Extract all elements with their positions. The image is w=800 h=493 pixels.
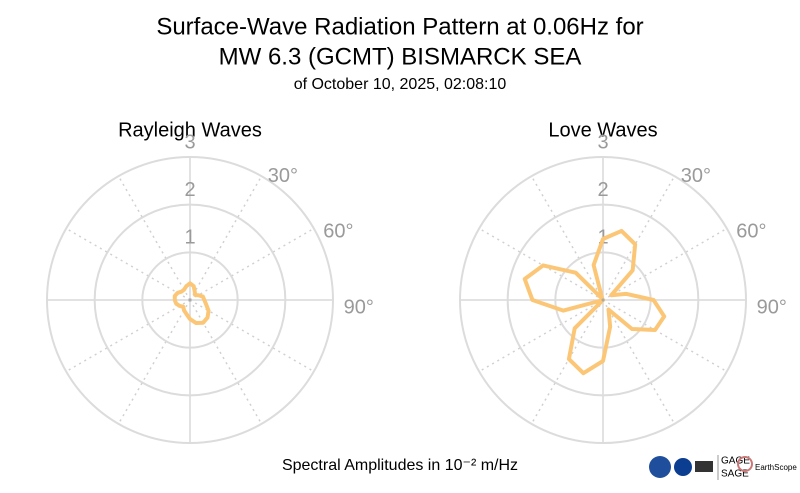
r-tick-label: 2	[184, 179, 195, 201]
theta-grid-line	[189, 175, 263, 301]
theta-grid-line	[602, 227, 728, 301]
logo-usgs	[695, 461, 713, 472]
theta-grid-line	[478, 227, 604, 301]
pattern-line	[522, 228, 667, 376]
origin-dot	[188, 298, 192, 302]
theta-grid-line	[530, 175, 604, 301]
logo-earthscope	[737, 456, 753, 472]
logo-text: GAGE	[721, 456, 750, 467]
theta-grid-line	[189, 299, 263, 425]
footer: Spectral Amplitudes in 10⁻² m/Hz	[282, 457, 518, 474]
logos: GAGE SAGE EarthScope	[649, 455, 797, 480]
subtitle: of October 10, 2025, 02:08:10	[294, 76, 507, 93]
logo-nasa	[674, 458, 692, 476]
title-line: Surface-Wave Radiation Pattern at 0.06Hz…	[156, 13, 643, 40]
origin-dot	[601, 298, 605, 302]
r-grid-circle	[46, 156, 334, 444]
theta-grid-line	[117, 175, 191, 301]
r-grid-circle	[459, 156, 747, 444]
r-tick-label: 3	[184, 131, 195, 153]
theta-grid-line	[478, 299, 604, 373]
theta-grid-line	[602, 175, 676, 301]
logo-nsf	[649, 456, 671, 478]
theta-grid-line	[189, 227, 315, 301]
theta-tick-label: 90°	[344, 296, 374, 318]
theta-grid-line	[530, 299, 604, 425]
r-tick-label: 3	[597, 131, 608, 153]
subplot-title: Rayleigh Waves	[118, 119, 262, 141]
logo-text: SAGE	[721, 469, 749, 480]
theta-tick-label: 60°	[323, 220, 353, 242]
theta-grid-line	[602, 299, 728, 373]
theta-tick-label: 30°	[268, 165, 298, 187]
pattern-line	[172, 281, 211, 326]
theta-grid-line	[117, 299, 191, 425]
logo-text: EarthScope	[755, 463, 797, 472]
r-tick-label: 1	[184, 227, 195, 249]
theta-tick-label: 60°	[736, 220, 766, 242]
theta-tick-label: 30°	[681, 165, 711, 187]
r-grid-circle	[93, 203, 287, 397]
r-grid-circle	[506, 203, 700, 397]
subplot-title: Love Waves	[548, 119, 657, 141]
title-line: MW 6.3 (GCMT) BISMARCK SEA	[219, 43, 582, 70]
theta-grid-line	[65, 299, 191, 373]
r-tick-label: 2	[597, 179, 608, 201]
r-grid-circle	[141, 251, 239, 349]
theta-tick-label: 90°	[757, 296, 787, 318]
theta-grid-line	[65, 227, 191, 301]
